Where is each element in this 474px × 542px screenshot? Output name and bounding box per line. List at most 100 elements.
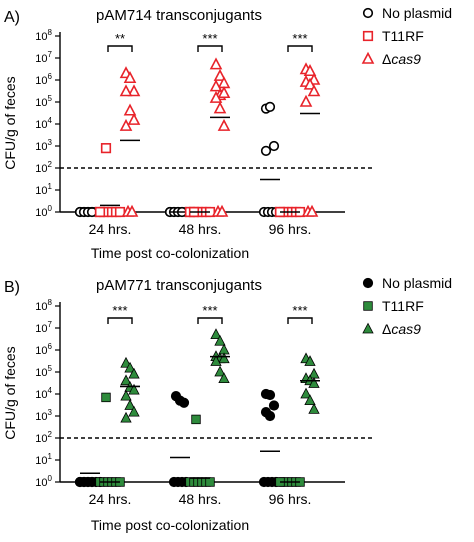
data-point [215,204,229,217]
significance-bracket [197,317,223,324]
data-point [304,355,316,366]
data-point [124,361,136,373]
data-point [214,365,226,377]
data-point [308,403,320,414]
legend-marker [362,277,374,289]
data-point [120,374,132,386]
data-point [128,367,140,379]
data-point [214,334,226,346]
data-point [308,377,320,388]
data-point [264,410,276,422]
legend-label: Δcas9 [382,51,421,67]
data-point [123,71,137,84]
legend-label: No plasmid [382,5,452,21]
legend-marker [361,51,375,64]
data-point [209,79,223,92]
legend-marker [362,7,374,19]
significance-bracket [197,45,223,52]
legend-label: T11RF [382,298,424,314]
data-point [264,389,276,401]
significance-bracket [107,317,133,324]
data-point [218,372,230,384]
y-tick-label: 106 [35,72,52,87]
significance-label: ** [115,31,125,46]
panel-a-legend: No plasmid T11RF Δcas9 [361,5,452,67]
panel-a-plot [74,57,321,218]
y-tick-label: 105 [35,364,52,379]
data-point [86,476,98,488]
legend-marker [363,301,373,311]
data-point [268,400,280,411]
y-tick-label: 105 [35,94,52,109]
panel-b-ylabel: CFU/g of feces [2,346,18,439]
y-tick-label: 101 [35,452,52,467]
data-point [178,397,190,408]
legend-label: T11RF [382,28,424,44]
panel-a-title: pAM714 transconjugants [96,7,262,24]
y-tick-label: 102 [35,160,52,175]
data-point [264,101,276,112]
data-point [210,355,222,366]
data-point [303,64,317,77]
x-tick-label: 48 hrs. [179,491,222,507]
data-point [305,204,319,217]
x-tick-label: 96 hrs. [269,221,312,237]
y-tick-label: 100 [35,204,52,219]
data-point [304,394,316,406]
y-tick-label: 106 [35,342,52,357]
data-point [210,328,222,340]
data-point [119,84,133,97]
y-tick-label: 107 [35,50,52,65]
data-point [303,77,317,90]
significance-bracket [107,45,133,52]
x-tick-label: 48 hrs. [179,221,222,237]
data-point [213,68,227,81]
data-point [213,101,227,114]
data-point [307,84,321,97]
y-tick-label: 102 [35,430,52,445]
data-point [124,399,136,410]
y-tick-label: 101 [35,182,52,197]
data-point [128,405,140,417]
legend-label: Δcas9 [382,321,421,337]
y-tick-label: 100 [35,474,52,489]
significance-bracket [287,45,313,52]
x-tick-label: 96 hrs. [269,491,312,507]
y-tick-label: 104 [35,116,52,131]
panel-b-legend: No plasmid T11RF Δcas9 [362,275,452,337]
significance-bracket [287,317,313,324]
data-point [260,145,272,156]
panel-b-y-axis: 100 101 102 103 104 105 106 107 108 [35,298,372,489]
data-point [127,112,141,125]
data-point [128,383,140,395]
data-point [218,352,230,364]
data-point [217,118,231,131]
data-point [209,57,223,70]
x-tick-label: 24 hrs. [89,221,132,237]
significance-label: *** [292,31,307,46]
y-tick-label: 104 [35,386,52,401]
data-point [101,392,111,403]
legend-marker [362,30,374,42]
panel-b-title: pAM771 transconjugants [96,277,262,294]
legend-marker [362,322,374,334]
data-point [120,389,132,401]
data-point [119,118,133,131]
panel-b-plot [74,328,320,488]
data-point [209,90,223,103]
x-tick-label: 24 hrs. [89,491,132,507]
data-point [127,84,141,97]
y-tick-label: 108 [35,28,52,43]
panel-a-significance: ** *** *** [107,31,313,52]
data-point [120,411,132,423]
data-point [268,140,280,152]
panel-b-x-ticklabels: 24 hrs. 48 hrs. 96 hrs. [89,491,312,507]
significance-label: *** [112,303,127,318]
significance-label: *** [202,31,217,46]
panel-a-ylabel: CFU/g of feces [2,76,18,169]
y-tick-label: 103 [35,138,52,153]
data-point [125,204,139,217]
panel-b-significance: *** *** *** [107,303,313,324]
data-point [191,414,201,425]
